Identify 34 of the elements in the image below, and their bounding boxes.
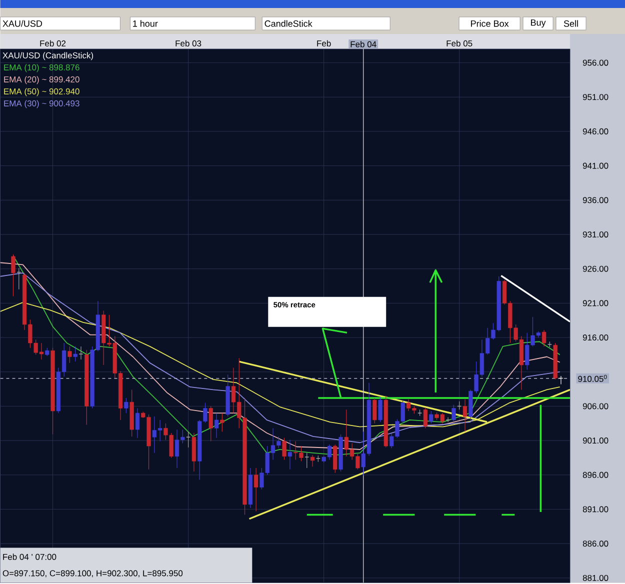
y-tick-label: 926.00: [582, 266, 608, 272]
text: EMA (30) ~ 900.493: [4, 100, 80, 108]
y-tick-label: 916.00: [582, 334, 608, 340]
y-tick-label: 936.00: [582, 196, 608, 203]
y-tick-label: 881.00: [582, 574, 608, 581]
text: EMA (50) ~ 902.940: [4, 88, 80, 96]
text: EMA (20) ~ 899.420: [4, 76, 80, 84]
annotation: Feb 04 ' 07:00: [3, 554, 56, 560]
text: Sell: [564, 20, 578, 27]
x-tick-label: Feb: [317, 40, 331, 46]
y-tick-label: 921.00: [582, 300, 608, 306]
y-tick-label: 886.00: [582, 540, 608, 546]
y-tick-label: 896.00: [582, 472, 608, 478]
ref-line-label: 910.05$^{0}$: [578, 374, 607, 382]
y-tick-label: 931.00: [582, 231, 608, 238]
y-tick-label: 906.00: [582, 403, 608, 410]
text: CandleStick: [264, 20, 312, 27]
chart-title: XAU/USD (CandleStick): [2, 52, 94, 60]
text: EMA (10) ~ 898.876: [4, 64, 80, 72]
y-tick-label: 941.00: [582, 162, 608, 169]
y-tick-label: 891.00: [582, 506, 608, 512]
y-tick-label: 901.00: [582, 437, 608, 444]
x-tick-label: Feb 03: [176, 40, 202, 46]
y-tick-label: 951.00: [582, 94, 608, 100]
y-tick-label: 956.00: [582, 60, 608, 66]
x-tick-label: Feb 02: [40, 40, 66, 46]
text: Buy: [531, 19, 546, 28]
text: XAU/USD: [2, 20, 42, 27]
y-tick-label: 946.00: [582, 128, 608, 134]
ref-line-label: Feb 04: [350, 40, 376, 48]
text: 1 hour: [133, 20, 158, 27]
text: Price Box: [471, 20, 509, 27]
x-tick-label: Feb 05: [446, 40, 472, 46]
annotation: O=897.150, C=899.100, H=902.300, L=895.950: [2, 570, 183, 578]
